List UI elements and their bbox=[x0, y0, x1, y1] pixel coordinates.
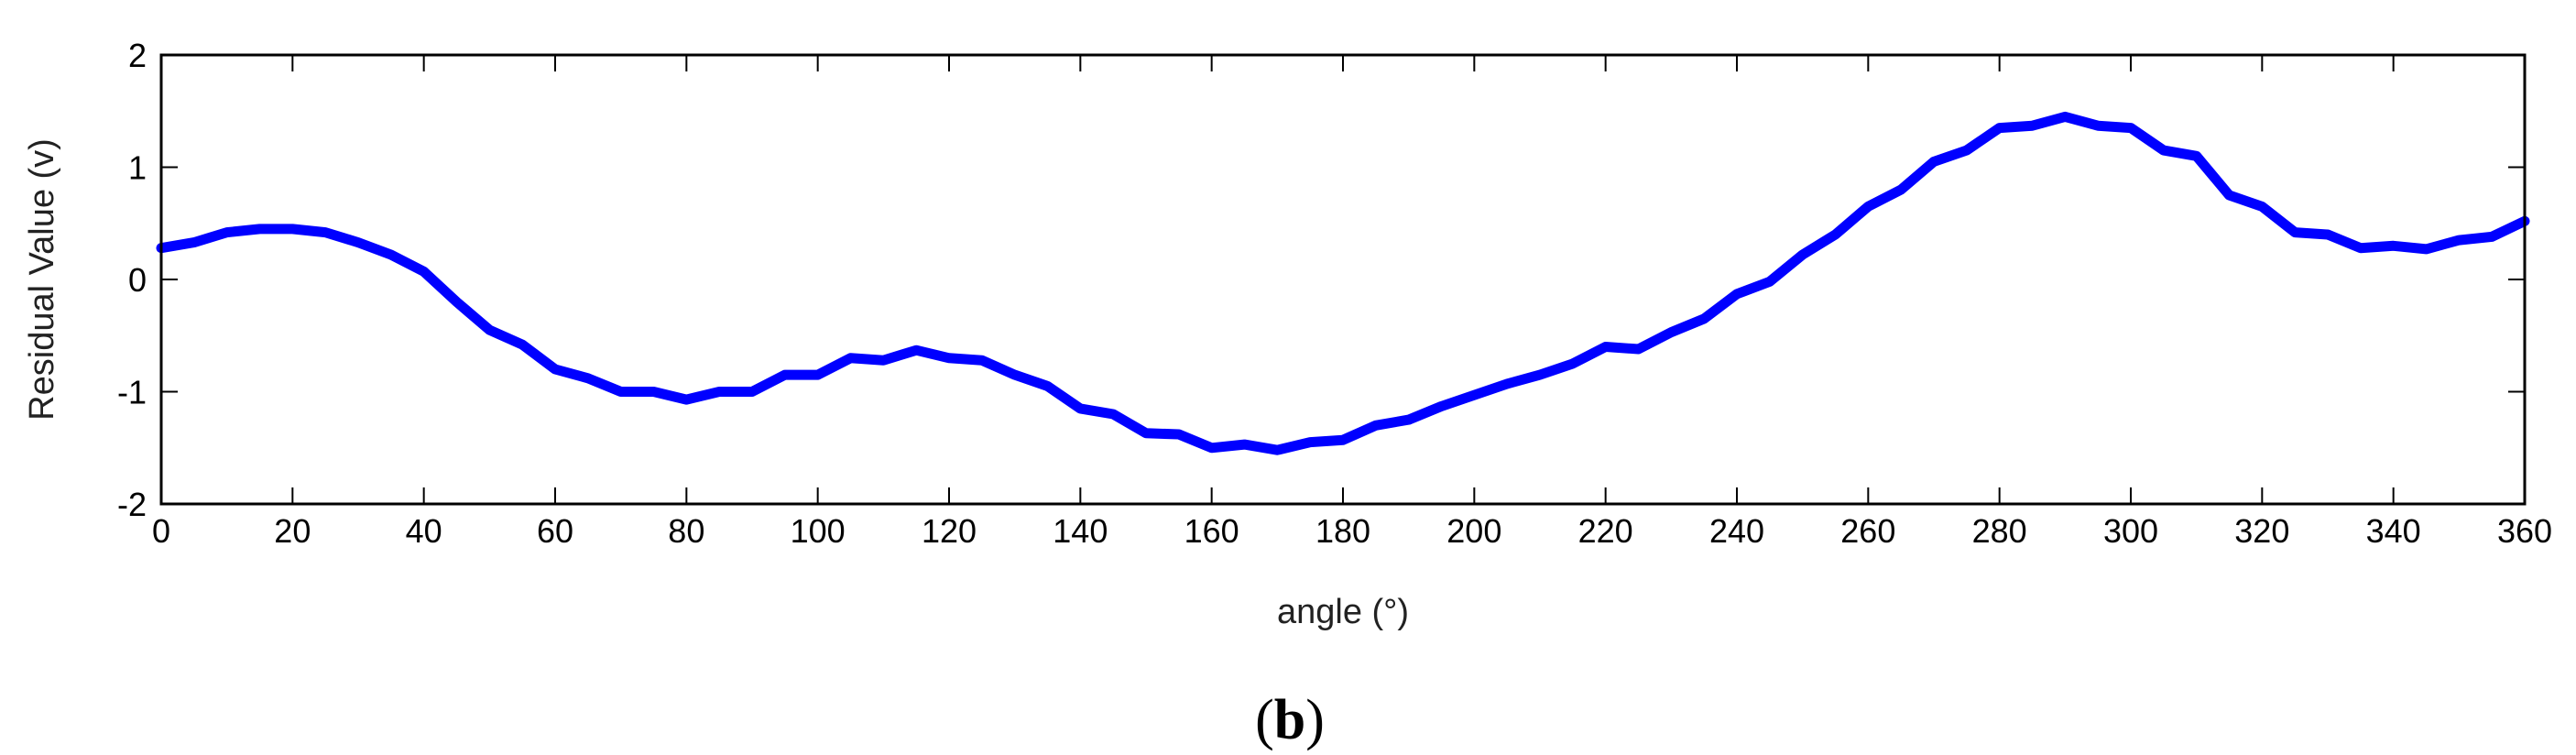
y-tick-label: 1 bbox=[128, 149, 147, 187]
x-tick-label: 300 bbox=[2103, 512, 2158, 550]
panel-label-letter: b bbox=[1274, 689, 1305, 751]
x-tick-label: 320 bbox=[2234, 512, 2289, 550]
y-axis-label: Residual Value (v) bbox=[23, 138, 61, 421]
x-tick-label: 40 bbox=[406, 512, 442, 550]
x-tick-label: 100 bbox=[791, 512, 846, 550]
x-tick-label: 180 bbox=[1315, 512, 1370, 550]
x-tick-label: 340 bbox=[2366, 512, 2421, 550]
x-tick-label: 360 bbox=[2497, 512, 2552, 550]
series-layer bbox=[156, 111, 2530, 455]
y-tick-label: -1 bbox=[117, 374, 147, 411]
x-axis-label: angle (°) bbox=[1277, 593, 1409, 631]
x-tick-label: 160 bbox=[1184, 512, 1239, 550]
x-tick-label: 260 bbox=[1840, 512, 1895, 550]
y-tick-label: 0 bbox=[128, 261, 147, 299]
y-tick-label: 2 bbox=[128, 37, 147, 74]
x-tick-label: 220 bbox=[1578, 512, 1633, 550]
y-tick-label: -2 bbox=[117, 486, 147, 523]
x-tick-label: 140 bbox=[1053, 512, 1108, 550]
x-tick-label: 200 bbox=[1446, 512, 1501, 550]
ticks-layer bbox=[160, 54, 2526, 505]
panel-label: (b) bbox=[1255, 689, 1325, 751]
x-tick-label: 240 bbox=[1709, 512, 1764, 550]
x-tick-label: 120 bbox=[922, 512, 977, 550]
x-tick-label: 0 bbox=[152, 512, 170, 550]
x-tick-label: 60 bbox=[537, 512, 573, 550]
x-tick-label: 80 bbox=[668, 512, 704, 550]
tick-labels-layer: 0 20 40 60 80 100 120 140 160 180 200 220 240 260 280 3… bbox=[117, 37, 2552, 550]
series-line-0 bbox=[156, 111, 2530, 455]
x-tick-label: 280 bbox=[1972, 512, 2027, 550]
x-tick-label: 20 bbox=[274, 512, 311, 550]
